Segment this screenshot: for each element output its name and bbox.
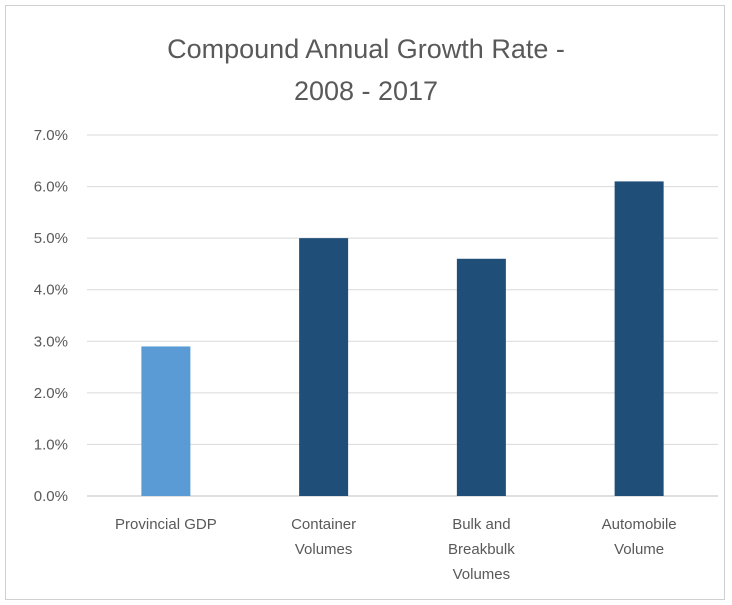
bar <box>299 238 349 496</box>
x-category-label: Provincial GDP <box>115 516 217 533</box>
y-tick-label: 4.0% <box>34 282 68 299</box>
x-category-label-line: Volumes <box>295 541 353 558</box>
y-tick-label: 5.0% <box>34 230 68 247</box>
y-tick-label: 6.0% <box>34 179 68 196</box>
chart-title: Compound Annual Growth Rate - 2008 - 201… <box>0 28 732 112</box>
x-category-label: Container Volumes <box>291 516 356 558</box>
y-tick-label: 3.0% <box>34 333 68 350</box>
x-category-label-line: Breakbulk <box>448 541 515 558</box>
x-category-label-line: Container <box>291 516 356 533</box>
y-tick-label: 2.0% <box>34 385 68 402</box>
bar <box>141 346 191 496</box>
chart-title-line-2: 2008 - 2017 <box>293 76 439 106</box>
x-category-label-line: Volume <box>614 541 664 558</box>
x-category-label: Bulk and Breakbulk Volumes <box>448 516 515 583</box>
chart-title-line-1: Compound Annual Growth Rate - <box>167 34 565 64</box>
y-tick-label: 1.0% <box>34 436 68 453</box>
bar <box>614 181 664 496</box>
y-tick-label: 0.0% <box>34 488 68 505</box>
x-category-label: Automobile Volume <box>602 516 677 558</box>
x-category-label-line: Bulk and <box>452 516 510 533</box>
x-category-label-line: Volumes <box>453 566 511 583</box>
x-category-label-line: Provincial GDP <box>115 516 217 533</box>
chart-frame <box>5 5 725 600</box>
y-tick-label: 7.0% <box>34 127 68 144</box>
bar <box>456 258 506 496</box>
x-category-label-line: Automobile <box>602 516 677 533</box>
